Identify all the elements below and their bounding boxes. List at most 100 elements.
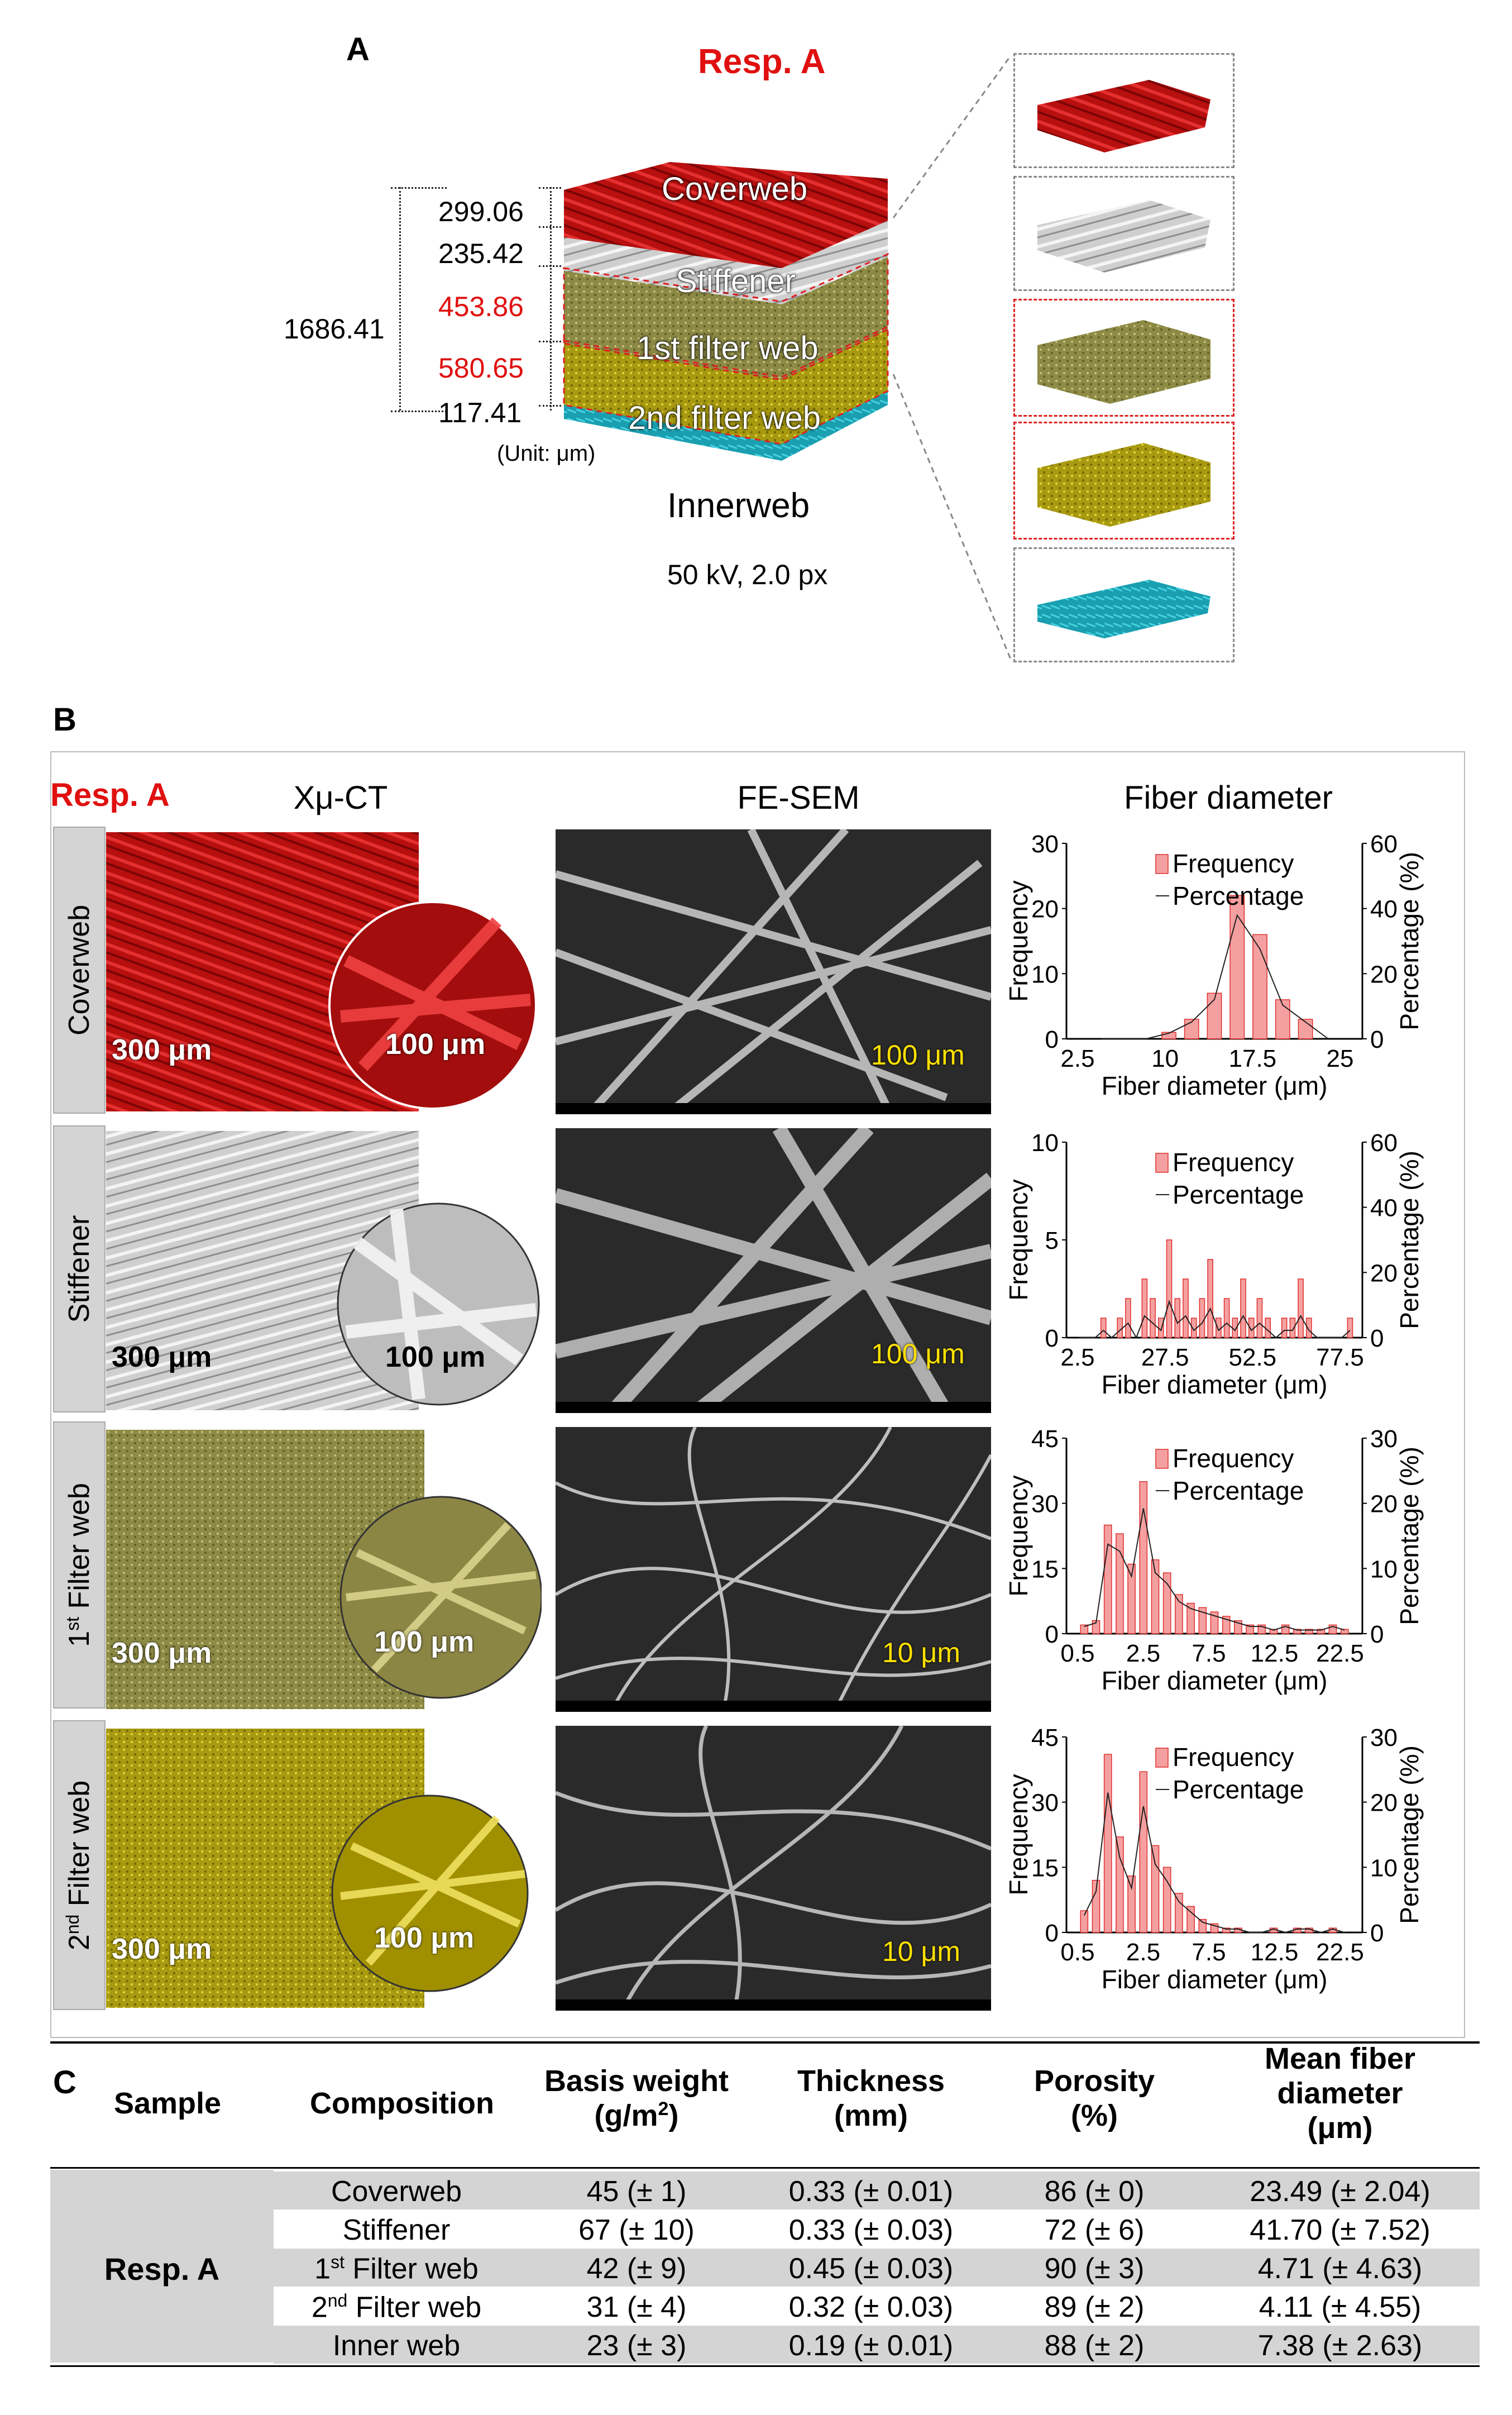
table-cell-th: 0.33 (± 0.01) [788, 2175, 954, 2208]
frequency-bar [1127, 1875, 1136, 1933]
legend-percentage: Percentage [1173, 881, 1304, 910]
frequency-bar [1183, 1278, 1189, 1338]
row-tab-2nd-filter: 2nd Filter web [53, 1720, 106, 2010]
table-cell-md: 4.71 (± 4.63) [1257, 2252, 1423, 2285]
x-axis-label: Fiber diameter (μm) [1102, 1370, 1328, 1399]
table-row: 1st Filter web 42 (± 9) 0.45 (± 0.03) 90 (±… [274, 2249, 1480, 2287]
sample-cell [50, 2170, 274, 2362]
frequency-bar [1198, 1918, 1207, 1933]
x-tick-label: 0.5 [1060, 1939, 1094, 1966]
label-2nd-filter: 2nd filter web [628, 400, 821, 436]
col-title-fesem: FE-SEM [737, 780, 860, 816]
y2-tick-label: 0 [1370, 1026, 1384, 1053]
table-cell-comp: 1st Filter web [314, 2252, 479, 2285]
table-row: Coverweb 45 (± 1) 0.33 (± 0.01) 86 (± 0) 23.… [274, 2171, 1480, 2209]
y2-tick-label: 10 [1370, 1854, 1398, 1882]
ct-scale-coverweb-300: 300 μm [112, 1034, 212, 1066]
header-thickness: Thickness (mm) [797, 2064, 945, 2132]
y2-tick-label: 40 [1370, 896, 1398, 923]
thickness-stiffener: 235.42 [438, 238, 524, 269]
frequency-bar [1092, 1879, 1100, 1933]
legend-frequency-swatch [1155, 1153, 1169, 1173]
y-axis-label: Frequency [1005, 1179, 1033, 1300]
legend-percentage: Percentage [1173, 1476, 1304, 1505]
y2-tick-label: 30 [1370, 1724, 1398, 1751]
label-stiffener: Stiffener [676, 263, 796, 299]
y-tick-label: 0 [1045, 1621, 1059, 1648]
col-title-fiber-diameter: Fiber diameter [1124, 780, 1333, 816]
frequency-bar [1222, 1616, 1231, 1634]
sem-scale-stiffener: 100 μm [871, 1338, 965, 1369]
y-tick-label: 20 [1031, 896, 1059, 923]
ct-image-2nd-filter [106, 1729, 542, 2008]
header-composition: Composition [310, 2087, 494, 2120]
y-tick-label: 45 [1031, 1425, 1059, 1453]
frequency-bar [1161, 1032, 1176, 1039]
frequency-bar [1240, 1278, 1246, 1338]
ct-scale-coverweb-100: 100 μm [385, 1028, 486, 1061]
table-cell-comp: Stiffener [342, 2214, 451, 2246]
frequency-bar [1103, 1524, 1112, 1634]
thumb-1st-filter [1013, 299, 1235, 417]
y2-tick-label: 30 [1370, 1425, 1398, 1453]
thumb-innerweb [1013, 547, 1235, 662]
header-porosity: Porosity (%) [1033, 2064, 1155, 2132]
sample-name: Resp. A [104, 2251, 220, 2287]
frequency-bar [1246, 1624, 1254, 1634]
thickness-2nd-filter: 580.65 [438, 352, 524, 384]
thumb-coverweb [1013, 53, 1235, 168]
y-tick-label: 0 [1045, 1026, 1059, 1053]
y2-tick-label: 60 [1370, 1129, 1398, 1157]
frequency-bar [1269, 1629, 1278, 1634]
x-tick-label: 2.5 [1126, 1939, 1160, 1966]
table-row: Inner web 23 (± 3) 0.19 (± 0.01) 88 (± 2) 7.… [274, 2326, 1480, 2364]
table-cell-po: 89 (± 2) [1044, 2291, 1145, 2323]
frequency-bar [1222, 1927, 1231, 1933]
percentage-line [1100, 914, 1329, 1039]
y-tick-label: 15 [1031, 1555, 1059, 1583]
frequency-bar [1223, 1298, 1230, 1338]
frequency-bar [1175, 1893, 1183, 1933]
frequency-bar [1116, 1836, 1124, 1933]
panel-a-title: Resp. A [698, 42, 826, 81]
legend-frequency-swatch [1155, 1449, 1169, 1469]
x-tick-label: 77.5 [1316, 1344, 1364, 1371]
y2-axis-label: Percentage (%) [1395, 1447, 1424, 1625]
row-tab-coverweb: Coverweb [53, 827, 106, 1114]
thickness-coverweb: 299.06 [438, 196, 524, 227]
table-cell-bw: 67 (± 10) [578, 2214, 695, 2246]
header-basis-weight: Basis weight (g/m2) [544, 2064, 729, 2132]
x-tick-label: 22.5 [1316, 1939, 1364, 1966]
panel-b-title: Resp. A [50, 777, 170, 813]
frequency-bar [1150, 1298, 1156, 1338]
legend-percentage: Percentage [1173, 1180, 1304, 1209]
x-tick-label: 2.5 [1126, 1640, 1160, 1667]
table-cell-th: 0.32 (± 0.03) [788, 2291, 954, 2323]
table-cell-bw: 23 (± 3) [586, 2330, 687, 2362]
y-axis-label: Frequency [1005, 1475, 1033, 1596]
unit-label: (Unit: μm) [497, 441, 596, 466]
y2-tick-label: 0 [1370, 1325, 1384, 1352]
sem-image-1st-filter [556, 1427, 991, 1712]
table-cell-th: 0.45 (± 0.03) [788, 2252, 954, 2285]
table-cell-po: 72 (± 6) [1044, 2214, 1145, 2246]
layer-dim-line [550, 187, 552, 411]
y2-tick-label: 20 [1370, 1491, 1398, 1518]
x-tick-label: 10 [1151, 1045, 1179, 1072]
x-tick-label: 2.5 [1060, 1344, 1094, 1371]
ct-scale-2nd-filter-100: 100 μm [374, 1922, 475, 1954]
frequency-bar [1080, 1624, 1089, 1634]
ct-scale-1st-filter-100: 100 μm [374, 1626, 475, 1658]
y-tick-label: 0 [1045, 1325, 1059, 1352]
panel-b-frame [50, 751, 1465, 2038]
row-tab-stiffener: Stiffener [53, 1125, 106, 1412]
y2-tick-label: 40 [1370, 1195, 1398, 1222]
thumb-2nd-filter [1013, 422, 1235, 540]
frequency-bar [1265, 1318, 1271, 1338]
y2-axis-label: Percentage (%) [1395, 1745, 1424, 1924]
header-mean-fiber-diameter: Mean fiber diameter (μm) [1264, 2042, 1416, 2145]
y2-tick-label: 20 [1370, 1789, 1398, 1817]
x-axis-label: Fiber diameter (μm) [1102, 1666, 1328, 1695]
frequency-bar [1141, 1278, 1148, 1338]
